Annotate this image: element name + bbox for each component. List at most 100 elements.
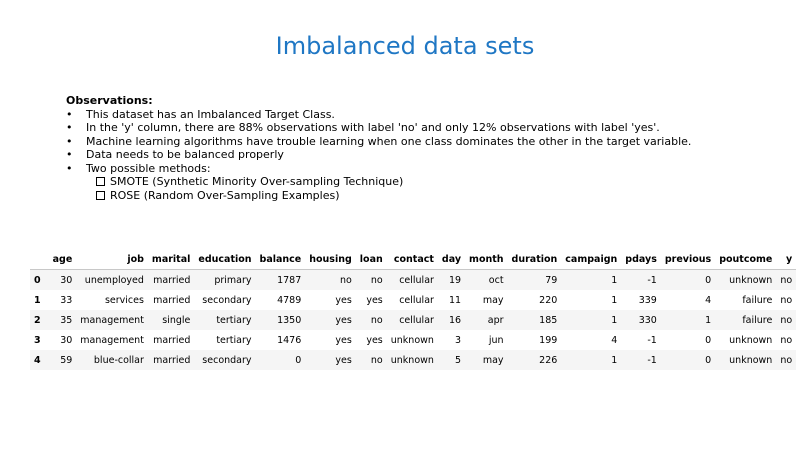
table-cell: unknown	[390, 334, 434, 346]
table-cell: no	[776, 350, 797, 370]
table-cell: 4	[705, 294, 712, 306]
table-cell: 0	[255, 350, 306, 370]
checkbox-square-icon	[96, 190, 105, 200]
table-cell: 1	[561, 350, 622, 370]
table-cell: cellular	[399, 294, 434, 306]
table-cell: apr	[465, 310, 508, 330]
index-header	[30, 249, 49, 270]
table-cell: no	[780, 294, 793, 306]
table-cell: services	[104, 294, 144, 306]
table-cell: 1350	[255, 310, 306, 330]
table-cell: 1	[611, 294, 618, 306]
table-row: 1 33 services married secondary 4789 yes yes cel…	[30, 290, 796, 310]
bullet-item: This dataset has an Imbalanced Target Cl…	[66, 108, 786, 122]
slide-title: Imbalanced data sets	[275, 32, 535, 60]
table-cell: unknown	[715, 269, 777, 290]
table-cell: 30	[60, 334, 73, 346]
table-cell: unemployed	[76, 269, 148, 290]
table-cell: 0	[660, 269, 716, 290]
table-cell: -1	[647, 334, 657, 346]
column-header: balance	[255, 249, 306, 270]
table-cell: management	[80, 334, 144, 346]
table-row: 0 30 unemployed married primary 1787 no no cellu…	[30, 269, 797, 290]
table-cell: 1	[660, 310, 716, 330]
table-cell: 16	[437, 310, 466, 330]
table-cell: secondary	[194, 350, 256, 370]
table-cell: married	[147, 269, 195, 290]
column-header: education	[194, 249, 256, 270]
data-table: age job marital education balance housing loan…	[30, 249, 797, 370]
bullet-item: Data needs to be balanced properly	[66, 148, 786, 162]
row-index: 3	[34, 334, 41, 346]
table-cell: no	[776, 269, 797, 290]
table-cell: no	[305, 269, 356, 290]
table-row: 4 59 blue-collar married secondary 0 yes no unkn…	[30, 350, 797, 370]
table-row: 3 30 management married tertiary 1476 yes yes un…	[30, 330, 796, 350]
table-cell: 35	[48, 310, 77, 330]
table-cell: yes	[305, 350, 356, 370]
column-header: contact	[386, 249, 438, 270]
table-cell: yes	[366, 334, 383, 346]
table-cell: cellular	[386, 310, 438, 330]
bullet-item: Machine learning algorithms have trouble…	[66, 135, 786, 149]
table-cell: tertiary	[216, 334, 252, 346]
column-header: poutcome	[715, 249, 777, 270]
row-index: 1	[34, 294, 41, 306]
column-header: day	[437, 249, 466, 270]
table-cell: no	[776, 310, 797, 330]
method-item: ROSE (Random Over-Sampling Examples)	[66, 189, 786, 203]
method-label: SMOTE (Synthetic Minority Over-sampling …	[110, 175, 404, 188]
table-cell: no	[355, 350, 387, 370]
table-cell: no	[355, 310, 387, 330]
column-header: month	[465, 249, 508, 270]
table-cell: failure	[715, 310, 777, 330]
table-cell: tertiary	[194, 310, 256, 330]
table-cell: management	[76, 310, 148, 330]
table-cell: no	[780, 334, 793, 346]
table-cell: unknown	[715, 350, 777, 370]
table-row: 2 35 management single tertiary 1350 yes no cell…	[30, 310, 797, 330]
table-cell: married	[147, 350, 195, 370]
bullet-item: In the 'y' column, there are 88% observa…	[66, 121, 786, 135]
table-header-row: age job marital education balance housing loan…	[30, 249, 797, 270]
table-cell: 30	[48, 269, 77, 290]
table-cell: 3	[455, 334, 462, 346]
table-cell: single	[147, 310, 195, 330]
table-cell: 5	[437, 350, 466, 370]
checkbox-square-icon	[96, 177, 105, 186]
observations-heading: Observations:	[66, 94, 153, 107]
row-index: 2	[30, 310, 49, 330]
row-index: 4	[30, 350, 49, 370]
table-cell: 4	[611, 334, 618, 346]
table-cell: 220	[539, 294, 558, 306]
table-cell: -1	[621, 269, 661, 290]
column-header: age	[48, 249, 77, 270]
table-cell: 19	[437, 269, 466, 290]
table-cell: -1	[621, 350, 661, 370]
table-cell: secondary	[202, 294, 252, 306]
table-cell: 59	[48, 350, 77, 370]
table-cell: 226	[507, 350, 562, 370]
table-cell: unknown	[729, 334, 773, 346]
column-header: housing	[305, 249, 356, 270]
table-cell: unknown	[386, 350, 438, 370]
table-cell: yes	[366, 294, 383, 306]
observations-list: This dataset has an Imbalanced Target Cl…	[66, 108, 786, 203]
table-cell: 0	[660, 350, 716, 370]
table-cell: married	[153, 334, 191, 346]
table-cell: primary	[194, 269, 256, 290]
table-cell: 1	[561, 310, 622, 330]
column-header: campaign	[561, 249, 622, 270]
column-header: job	[76, 249, 148, 270]
table-cell: 1	[561, 269, 622, 290]
table-cell: yes	[335, 334, 352, 346]
table-cell: 1787	[255, 269, 306, 290]
table-cell: yes	[305, 310, 356, 330]
column-header: previous	[660, 249, 716, 270]
bullet-item: Two possible methods:	[66, 162, 786, 176]
table-cell: cellular	[386, 269, 438, 290]
column-header: duration	[507, 249, 562, 270]
table-cell: 185	[507, 310, 562, 330]
table-cell: yes	[335, 294, 352, 306]
method-item: SMOTE (Synthetic Minority Over-sampling …	[66, 175, 786, 189]
